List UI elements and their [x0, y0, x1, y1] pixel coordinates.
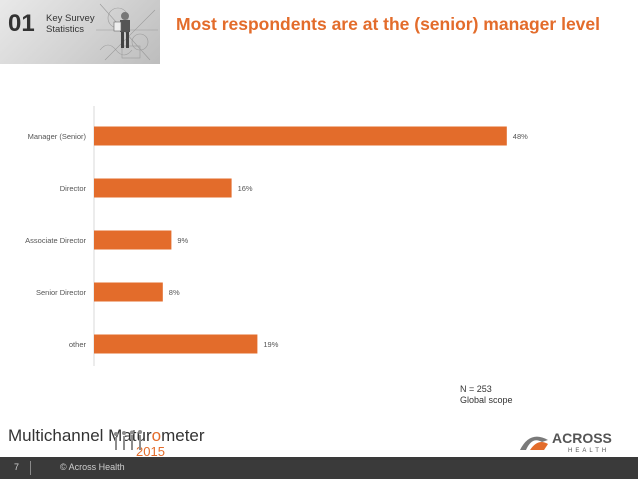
product-name-o: o: [151, 426, 162, 445]
evolution-figures-icon: [114, 430, 142, 450]
category-label: Associate Director: [25, 236, 86, 245]
value-label: 8%: [169, 288, 180, 297]
value-label: 48%: [513, 132, 528, 141]
bar: [94, 126, 507, 146]
category-label: Director: [60, 184, 87, 193]
category-label: other: [69, 340, 87, 349]
page-number: 7: [14, 462, 20, 472]
business-sketch-image: [96, 3, 158, 61]
sample-scope: Global scope: [460, 395, 513, 405]
bar: [94, 282, 163, 302]
logo-text: ACROSS: [552, 430, 612, 446]
sample-note: N = 253 Global scope: [460, 384, 513, 406]
header-tile: 01 Key Survey Statistics: [0, 0, 160, 64]
value-label: 19%: [263, 340, 278, 349]
category-label: Manager (Senior): [28, 132, 87, 141]
footer-bar: 7 © Across Health: [0, 457, 638, 479]
bar: [94, 178, 232, 198]
bar-chart: Manager (Senior) 48% Director 16% Associate …: [25, 106, 528, 366]
bar: [94, 334, 258, 354]
bar: [94, 230, 172, 250]
section-title: Key Survey Statistics: [46, 13, 95, 35]
product-name-part-2: meter: [161, 426, 205, 445]
category-label: Senior Director: [36, 288, 87, 297]
value-label: 9%: [177, 236, 188, 245]
value-label: 16%: [238, 184, 253, 193]
product-year: 2015: [136, 444, 165, 459]
across-health-logo: ACROSS HEALTH: [520, 430, 612, 454]
person-figure: [113, 12, 130, 48]
copyright-text: © Across Health: [60, 462, 125, 472]
slide-title: Most respondents are at the (senior) man…: [176, 14, 601, 34]
section-number: 01: [8, 10, 35, 37]
footer-divider: [30, 461, 31, 475]
logo-subtext: HEALTH: [568, 448, 609, 454]
sample-size: N = 253: [460, 384, 492, 394]
product-name: Multichannel Maturometer: [8, 426, 205, 446]
